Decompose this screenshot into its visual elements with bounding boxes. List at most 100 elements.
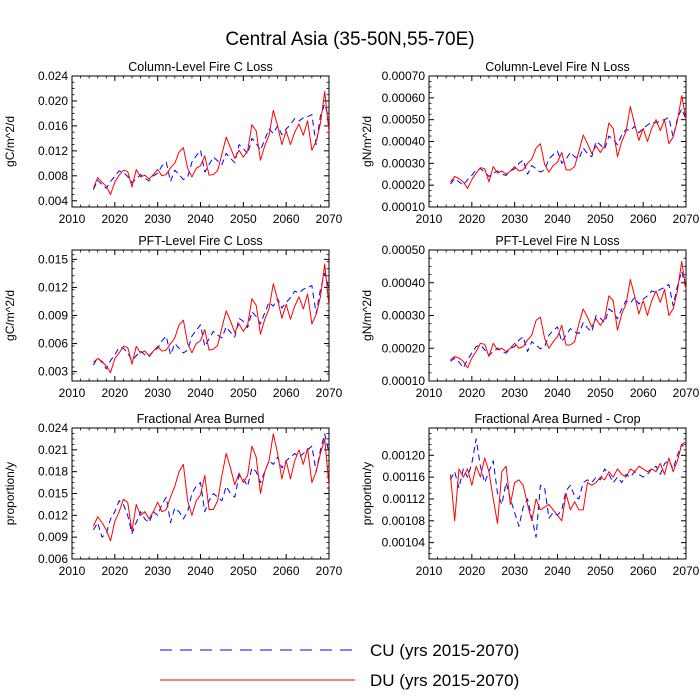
panel-fractional-area-burned: Fractional Area Burned 2010 2020 2030 2040 20… (3, 412, 343, 578)
panel-title-fractional-area-burned-crop: Fractional Area Burned - Crop (474, 412, 640, 426)
y-tick-label: 0.004 (38, 194, 68, 208)
legend-label-du: DU (yrs 2015-2070) (370, 671, 519, 690)
x-tick-label: 2030 (501, 564, 528, 578)
panel-pft-level-fire-c-loss: PFT-Level Fire C Loss 2010 2020 2030 2040 205… (3, 234, 343, 400)
x-tick-label: 2020 (458, 386, 485, 400)
y-tick-label: 0.00060 (382, 91, 426, 105)
y-axis-label-pft-level-fire-n-loss: gN/m^2/d (360, 290, 374, 341)
x-tick-label: 2040 (544, 212, 571, 226)
legend: CU (yrs 2015-2070) DU (yrs 2015-2070) (160, 641, 519, 690)
panel-pft-level-fire-n-loss: PFT-Level Fire N Loss 2010 2020 2030 2040 205… (360, 234, 700, 400)
panel-title-fractional-area-burned: Fractional Area Burned (137, 412, 265, 426)
panel-fractional-area-burned-crop: Fractional Area Burned - Crop 2010 2020 203… (360, 412, 700, 578)
y-tick-label: 0.00120 (382, 448, 426, 462)
y-tick-label: 0.00104 (382, 536, 426, 550)
panel-title-column-level-fire-n-loss: Column-Level Fire N Loss (485, 60, 630, 74)
x-tick-label: 2070 (673, 386, 700, 400)
panel-column-level-fire-c-loss: Column-Level Fire C Loss 2010 2020 2030 2040… (3, 60, 343, 226)
panel-column-level-fire-n-loss: Column-Level Fire N Loss 2010 2020 2030 2040… (360, 60, 700, 226)
x-tick-label: 2060 (273, 564, 300, 578)
y-tick-label: 0.015 (38, 252, 68, 266)
y-tick-label: 0.006 (38, 337, 68, 351)
y-tick-label: 0.00020 (382, 178, 426, 192)
x-tick-label: 2060 (630, 212, 657, 226)
y-tick-label: 0.00112 (383, 492, 426, 506)
y-tick-label: 0.00040 (382, 135, 426, 149)
y-tick-label: 0.012 (38, 280, 68, 294)
series-line-cu (449, 438, 687, 538)
series-line-cu (92, 433, 330, 538)
y-tick-label: 0.020 (38, 94, 68, 108)
y-tick-label: 0.00070 (382, 69, 426, 83)
panel-title-pft-level-fire-n-loss: PFT-Level Fire N Loss (495, 234, 619, 248)
x-tick-label: 2030 (501, 212, 528, 226)
x-tick-label: 2050 (230, 386, 257, 400)
y-tick-label: 0.012 (38, 508, 68, 522)
x-tick-label: 2070 (673, 564, 700, 578)
series-line-cu (92, 272, 330, 370)
x-tick-label: 2050 (230, 212, 257, 226)
y-tick-label: 0.024 (38, 421, 68, 435)
y-tick-label: 0.015 (38, 487, 68, 501)
x-tick-label: 2020 (458, 212, 485, 226)
y-axis-label-column-level-fire-c-loss: gC/m^2/d (3, 116, 17, 167)
x-tick-label: 2010 (59, 386, 86, 400)
series-line-du (449, 441, 687, 525)
y-axis-label-fractional-area-burned: proportion/y (3, 462, 17, 525)
figure-title: Central Asia (35-50N,55-70E) (225, 29, 474, 50)
x-tick-label: 2030 (501, 386, 528, 400)
panel-grid: Column-Level Fire C Loss 2010 2020 2030 2040… (3, 60, 700, 578)
x-tick-label: 2010 (59, 212, 86, 226)
x-tick-label: 2060 (630, 386, 657, 400)
x-tick-label: 2020 (101, 386, 128, 400)
y-tick-label: 0.00010 (382, 200, 426, 214)
y-tick-label: 0.024 (38, 69, 68, 83)
series-line-du (92, 433, 330, 542)
x-tick-label: 2070 (316, 386, 343, 400)
x-tick-label: 2010 (416, 386, 443, 400)
y-tick-label: 0.006 (38, 552, 68, 566)
y-tick-label: 0.00050 (382, 113, 426, 127)
legend-label-cu: CU (yrs 2015-2070) (370, 641, 519, 660)
x-tick-label: 2020 (101, 212, 128, 226)
x-tick-label: 2060 (273, 212, 300, 226)
y-tick-label: 0.012 (38, 144, 68, 158)
y-tick-label: 0.00020 (382, 341, 426, 355)
x-tick-label: 2030 (144, 564, 171, 578)
y-tick-label: 0.003 (38, 365, 68, 379)
series-line-cu (450, 108, 687, 186)
series-line-du (92, 91, 330, 196)
x-tick-label: 2070 (316, 564, 343, 578)
series-line-du (450, 260, 687, 369)
x-tick-label: 2010 (59, 564, 86, 578)
x-tick-label: 2040 (187, 564, 214, 578)
x-tick-label: 2060 (630, 564, 657, 578)
series-line-du (450, 95, 687, 189)
panel-title-column-level-fire-c-loss: Column-Level Fire C Loss (128, 60, 273, 74)
x-tick-label: 2040 (187, 386, 214, 400)
x-tick-label: 2040 (187, 212, 214, 226)
x-tick-label: 2070 (316, 212, 343, 226)
y-tick-label: 0.00108 (382, 514, 426, 528)
x-tick-label: 2020 (458, 564, 485, 578)
x-tick-label: 2010 (416, 212, 443, 226)
y-tick-label: 0.009 (38, 530, 68, 544)
y-tick-label: 0.021 (38, 443, 68, 457)
y-axis-label-column-level-fire-n-loss: gN/m^2/d (360, 116, 374, 167)
x-tick-label: 2050 (587, 564, 614, 578)
x-tick-label: 2030 (144, 212, 171, 226)
x-tick-label: 2050 (587, 386, 614, 400)
x-tick-label: 2070 (673, 212, 700, 226)
plot-frame-fractional-area-burned-crop (428, 427, 687, 560)
x-tick-label: 2050 (230, 564, 257, 578)
x-tick-label: 2050 (587, 212, 614, 226)
y-tick-label: 0.00010 (382, 374, 426, 388)
y-tick-label: 0.00040 (382, 276, 426, 290)
x-tick-label: 2060 (273, 386, 300, 400)
x-tick-label: 2040 (544, 564, 571, 578)
y-tick-label: 0.00030 (382, 156, 426, 170)
y-tick-label: 0.00116 (383, 470, 426, 484)
x-tick-label: 2010 (416, 564, 443, 578)
panel-title-pft-level-fire-c-loss: PFT-Level Fire C Loss (138, 234, 262, 248)
y-tick-label: 0.018 (38, 465, 68, 479)
